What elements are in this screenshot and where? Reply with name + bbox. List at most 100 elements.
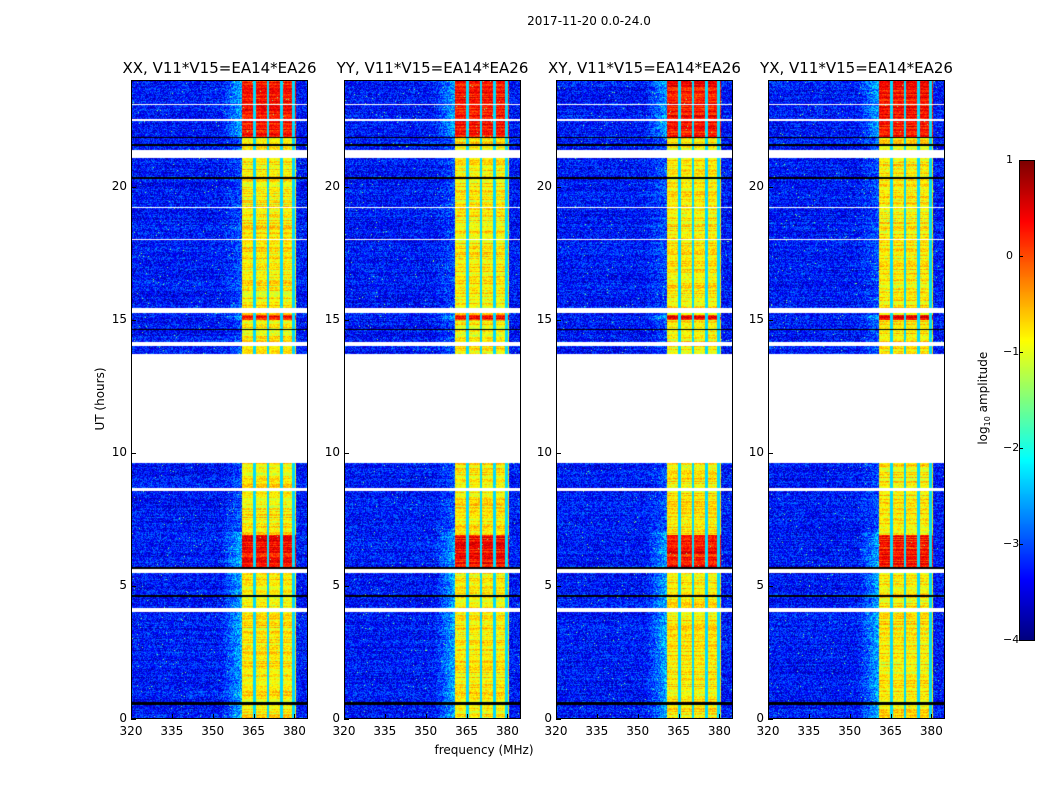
x-tick	[384, 714, 386, 719]
x-tick-label: 365	[242, 724, 265, 738]
x-tick-label: 320	[544, 724, 568, 738]
y-tick-label: 5	[544, 577, 552, 592]
panel-title: YX, V11*V15=EA14*EA26	[760, 59, 953, 77]
x-tick-label: 335	[585, 724, 609, 738]
y-tick-label: 15	[111, 311, 127, 326]
spectrogram-panel-0	[131, 80, 308, 719]
colorbar-label: log10 amplitude	[975, 351, 993, 445]
x-tick	[212, 714, 214, 719]
colorbar-tick	[1019, 640, 1023, 641]
y-tick-label: 15	[748, 311, 764, 326]
spectrogram-panel-1	[344, 80, 521, 719]
x-tick	[556, 714, 557, 719]
x-tick	[678, 714, 680, 719]
x-tick	[344, 714, 345, 719]
x-tick	[466, 714, 468, 719]
y-tick	[556, 585, 561, 587]
x-tick-label: 350	[838, 724, 862, 738]
colorbar-tick	[1019, 160, 1023, 161]
x-tick	[768, 714, 769, 719]
panel-title: XY, V11*V15=EA14*EA26	[548, 59, 741, 77]
y-tick-label: 10	[748, 444, 764, 459]
y-tick-label: 10	[111, 444, 127, 459]
y-tick-label: 20	[324, 178, 340, 193]
x-tick	[808, 714, 810, 719]
colorbar-tick-label: −3	[1003, 537, 1020, 550]
colorbar-tick-label: −1	[1003, 345, 1020, 358]
spectrogram-heatmap	[345, 81, 520, 718]
x-tick	[507, 714, 509, 719]
x-tick-label: 335	[797, 724, 821, 738]
x-tick	[294, 714, 296, 719]
colorbar-tick	[1019, 256, 1023, 257]
y-tick	[768, 719, 773, 720]
colorbar-tick-label: −2	[1003, 441, 1020, 454]
y-tick	[131, 719, 136, 720]
spectrogram-heatmap	[132, 81, 307, 718]
y-tick-label: 0	[756, 711, 764, 725]
colorbar-tick	[1019, 448, 1023, 449]
x-tick-label: 365	[879, 724, 902, 738]
y-tick	[768, 186, 773, 188]
y-tick-label: 20	[748, 178, 764, 193]
x-tick	[171, 714, 173, 719]
y-tick	[131, 585, 136, 587]
y-tick	[131, 186, 136, 188]
x-tick	[596, 714, 598, 719]
y-tick	[556, 319, 561, 321]
spectrogram-heatmap	[557, 81, 732, 718]
x-tick-label: 380	[919, 724, 943, 738]
y-tick-label: 10	[324, 444, 340, 459]
y-tick-label: 20	[111, 178, 127, 193]
figure-title: 2017-11-20 0.0-24.0	[527, 14, 651, 28]
y-axis-label: UT (hours)	[93, 367, 107, 431]
y-tick-label: 15	[324, 311, 340, 326]
y-tick	[768, 585, 773, 587]
y-tick	[344, 319, 349, 321]
spectrogram-panel-2	[556, 80, 733, 719]
x-tick-label: 350	[201, 724, 225, 738]
y-tick	[768, 319, 773, 321]
x-tick-label: 335	[160, 724, 184, 738]
x-tick	[849, 714, 851, 719]
y-tick	[344, 719, 349, 720]
colorbar-tick	[1019, 352, 1023, 353]
y-tick	[131, 452, 136, 454]
spectrogram-heatmap	[769, 81, 944, 718]
spectrogram-panel-3	[768, 80, 945, 719]
x-tick	[253, 714, 255, 719]
y-tick	[131, 319, 136, 321]
x-tick-label: 320	[756, 724, 780, 738]
x-tick-label: 350	[414, 724, 438, 738]
y-tick-label: 15	[536, 311, 552, 326]
y-tick-label: 5	[119, 577, 127, 592]
y-tick	[344, 585, 349, 587]
x-tick-label: 365	[455, 724, 478, 738]
x-tick-label: 335	[373, 724, 397, 738]
y-tick-label: 0	[544, 711, 552, 725]
x-tick-label: 380	[707, 724, 731, 738]
x-tick	[425, 714, 427, 719]
x-tick	[931, 714, 933, 719]
x-tick-label: 365	[667, 724, 690, 738]
x-tick-label: 320	[119, 724, 143, 738]
colorbar	[1019, 160, 1035, 641]
panel-title: XX, V11*V15=EA14*EA26	[122, 59, 317, 77]
y-tick	[344, 186, 349, 188]
x-tick-label: 380	[282, 724, 306, 738]
y-tick-label: 5	[756, 577, 764, 592]
x-tick-label: 320	[332, 724, 356, 738]
x-axis-label: frequency (MHz)	[434, 743, 534, 757]
x-tick	[131, 714, 132, 719]
colorbar-tick-label: 0	[1006, 249, 1013, 262]
y-tick-label: 5	[332, 577, 340, 592]
y-tick	[344, 452, 349, 454]
colorbar-tick-label: −4	[1003, 633, 1020, 646]
y-tick	[768, 452, 773, 454]
y-tick-label: 0	[119, 711, 127, 725]
y-tick	[556, 719, 561, 720]
y-tick-label: 20	[536, 178, 552, 193]
x-tick	[637, 714, 639, 719]
y-tick-label: 0	[332, 711, 340, 725]
